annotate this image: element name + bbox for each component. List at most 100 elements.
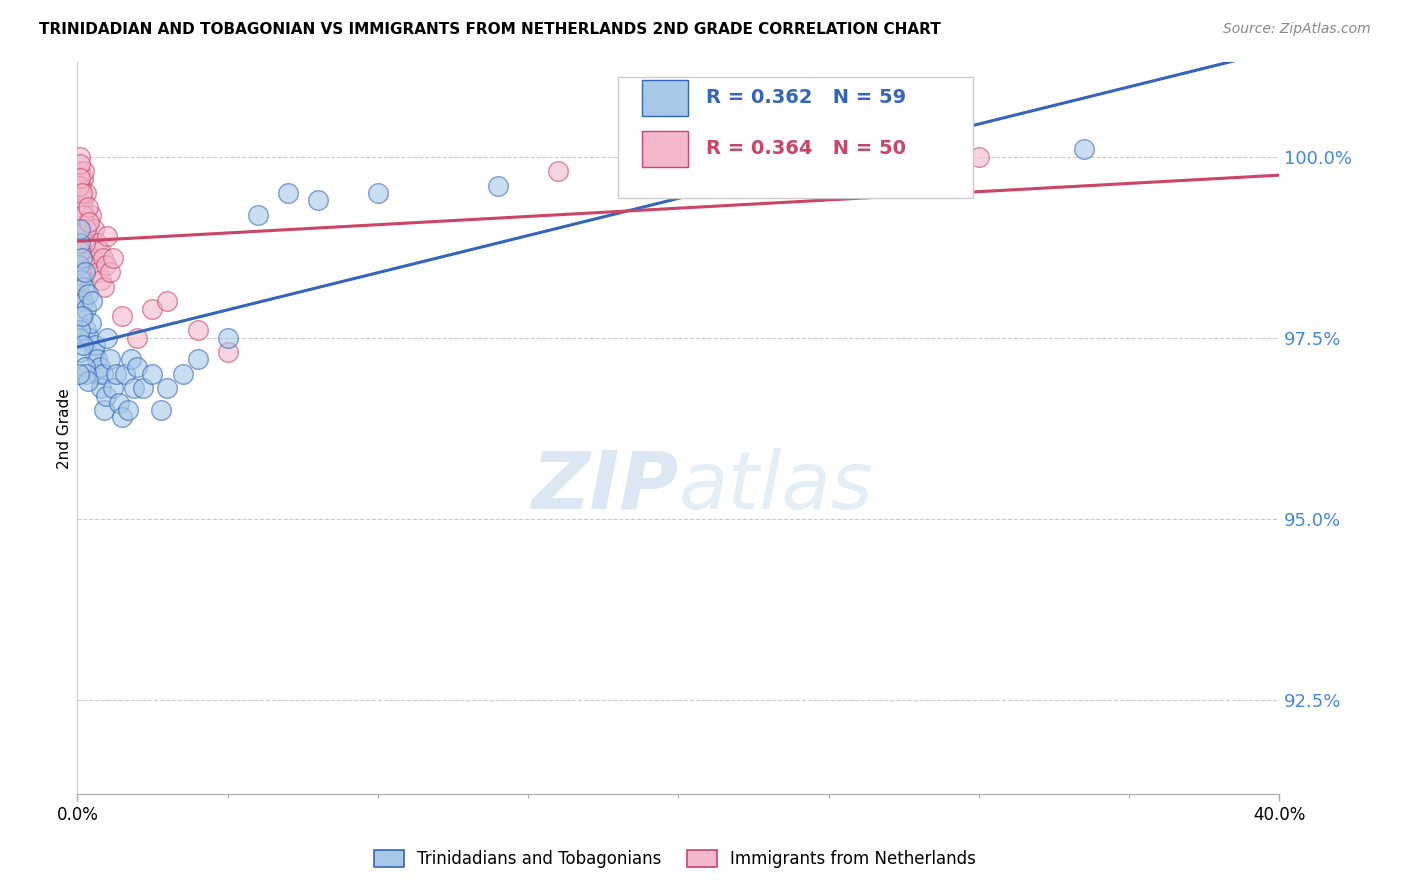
Point — [103, 381, 125, 395]
Point — [70, 265, 93, 279]
Point — [83, 345, 105, 359]
Y-axis label: 2nd Grade: 2nd Grade — [56, 388, 72, 468]
Point — [73, 359, 96, 374]
Point — [67, 367, 90, 381]
Point — [307, 193, 329, 207]
Point — [84, 258, 107, 272]
Point — [69, 236, 91, 251]
Point — [156, 294, 179, 309]
Point — [93, 403, 115, 417]
Point — [67, 178, 90, 193]
Point — [908, 150, 931, 164]
Point — [69, 273, 91, 287]
Point — [69, 171, 91, 186]
Point — [90, 273, 112, 287]
Point — [70, 273, 93, 287]
Point — [75, 222, 97, 236]
Point — [67, 258, 90, 272]
Point — [141, 301, 163, 316]
Point — [70, 200, 93, 214]
Point — [186, 352, 209, 367]
Point — [69, 150, 91, 164]
Point — [84, 338, 107, 352]
Point — [72, 207, 94, 221]
Point — [94, 258, 117, 272]
Point — [70, 251, 93, 265]
Point — [72, 338, 94, 352]
Point — [80, 207, 103, 221]
Point — [96, 331, 118, 345]
Point — [111, 410, 134, 425]
Point — [72, 309, 94, 323]
Point — [127, 331, 149, 345]
Text: Source: ZipAtlas.com: Source: ZipAtlas.com — [1223, 22, 1371, 37]
Point — [75, 222, 97, 236]
Point — [141, 367, 163, 381]
Point — [277, 186, 299, 200]
Point — [124, 381, 146, 395]
Point — [94, 388, 117, 402]
Point — [86, 352, 108, 367]
FancyBboxPatch shape — [643, 131, 688, 167]
Point — [75, 323, 97, 337]
Point — [132, 381, 155, 395]
Point — [73, 280, 96, 294]
Point — [217, 331, 239, 345]
Point — [1073, 142, 1095, 156]
Point — [79, 215, 101, 229]
Text: atlas: atlas — [679, 448, 873, 525]
Point — [72, 294, 94, 309]
Point — [73, 207, 96, 221]
Point — [668, 157, 690, 171]
Point — [73, 164, 96, 178]
Point — [69, 345, 91, 359]
Point — [91, 367, 114, 381]
Point — [100, 265, 122, 279]
Point — [91, 251, 114, 265]
Point — [75, 186, 97, 200]
Text: R = 0.362   N = 59: R = 0.362 N = 59 — [706, 88, 907, 107]
Point — [69, 287, 91, 301]
Point — [67, 294, 90, 309]
Point — [75, 301, 97, 316]
Point — [76, 287, 98, 301]
Point — [69, 244, 91, 258]
Point — [87, 367, 110, 381]
Point — [89, 244, 111, 258]
Point — [76, 374, 98, 388]
Point — [80, 316, 103, 330]
Point — [96, 229, 118, 244]
Point — [73, 236, 96, 251]
Point — [72, 193, 94, 207]
Text: R = 0.364   N = 50: R = 0.364 N = 50 — [706, 139, 905, 159]
Point — [82, 294, 104, 309]
Point — [156, 381, 179, 395]
Point — [127, 359, 149, 374]
Point — [103, 251, 125, 265]
Point — [108, 396, 131, 410]
Text: ZIP: ZIP — [531, 448, 679, 525]
Point — [100, 352, 122, 367]
Point — [117, 403, 139, 417]
Point — [79, 331, 101, 345]
Point — [111, 309, 134, 323]
Point — [967, 150, 990, 164]
Point — [83, 222, 105, 236]
Point — [114, 367, 136, 381]
Point — [69, 164, 91, 178]
Point — [79, 236, 101, 251]
Point — [105, 367, 128, 381]
Point — [90, 381, 112, 395]
FancyBboxPatch shape — [643, 79, 688, 116]
Legend: Trinidadians and Tobagonians, Immigrants from Netherlands: Trinidadians and Tobagonians, Immigrants… — [367, 843, 983, 875]
FancyBboxPatch shape — [619, 77, 973, 198]
Point — [120, 352, 142, 367]
Point — [73, 265, 96, 279]
Point — [76, 200, 98, 214]
Point — [547, 164, 569, 178]
Point — [67, 258, 90, 272]
Point — [69, 222, 91, 236]
Point — [75, 367, 97, 381]
Point — [93, 280, 115, 294]
Point — [76, 215, 98, 229]
